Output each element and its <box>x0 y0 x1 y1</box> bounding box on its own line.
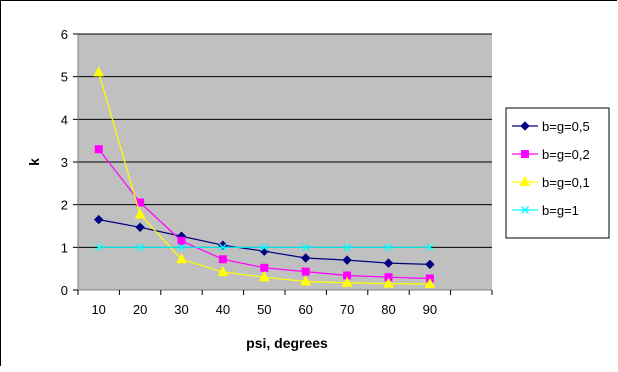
data-point-stroke <box>136 243 145 252</box>
legend: b=g=0,5 b=g=0,2 b=g=0,1 b=g=1 <box>505 107 610 239</box>
data-point <box>425 259 435 270</box>
data-point <box>177 236 186 245</box>
legend-swatch-marker-stroke <box>521 206 529 214</box>
y-tick-label: 4 <box>61 112 68 127</box>
data-point-stroke <box>343 243 352 252</box>
x-tick-label: 90 <box>423 302 437 317</box>
data-point <box>93 214 104 225</box>
data-point <box>258 271 270 282</box>
data-point <box>300 253 311 263</box>
axes: 0 1 2 3 4 5 6 10 20 30 40 50 60 70 80 90 psi, degrees k <box>26 27 493 351</box>
data-point-stroke <box>384 243 393 252</box>
data-point <box>341 276 353 287</box>
data-point <box>177 243 186 252</box>
data-point <box>135 222 145 232</box>
data-point-stroke <box>260 243 269 252</box>
legend-item: b=g=0,5 <box>512 119 590 134</box>
data-point-stroke <box>425 243 434 252</box>
legend-swatch-marker <box>520 121 530 131</box>
data-point <box>217 266 229 277</box>
data-point <box>94 145 103 154</box>
x-tick-label: 60 <box>298 302 312 317</box>
legend-label: b=g=0,2 <box>542 147 590 162</box>
x-tick-label: 30 <box>174 302 188 317</box>
data-point <box>342 255 352 265</box>
data-point-stroke <box>177 243 186 252</box>
x-tick-label: 40 <box>216 302 230 317</box>
data-point <box>93 66 105 77</box>
x-tick-label: 70 <box>340 302 354 317</box>
x-tick-label: 20 <box>133 302 147 317</box>
data-point <box>383 258 394 268</box>
series-group <box>93 66 436 289</box>
x-tick-label: 80 <box>381 302 395 317</box>
x-tick-label: 50 <box>257 302 271 317</box>
y-tick-label: 2 <box>61 198 68 213</box>
data-point-stroke <box>218 243 227 252</box>
y-tick-label: 0 <box>61 283 68 298</box>
legend-swatch-marker <box>521 150 529 158</box>
data-point <box>383 277 394 288</box>
y-tick-label: 6 <box>61 27 68 42</box>
series-2 <box>93 66 436 289</box>
y-tick-label: 3 <box>61 155 68 170</box>
data-point <box>424 277 436 289</box>
legend-item: b=g=0,2 <box>512 147 590 162</box>
legend-label: b=g=0,1 <box>542 175 590 190</box>
data-point <box>218 243 227 252</box>
data-point <box>343 243 352 252</box>
data-point <box>301 267 310 276</box>
data-point <box>301 243 310 252</box>
data-point <box>260 263 269 272</box>
y-axis-title: k <box>26 158 42 166</box>
legend-label: b=g=0,5 <box>542 119 590 134</box>
data-point <box>134 208 146 219</box>
x-tick-label: 10 <box>91 302 105 317</box>
data-point-stroke <box>94 243 103 252</box>
y-tick-label: 1 <box>61 240 68 255</box>
series-3 <box>94 243 434 252</box>
data-point-stroke <box>301 243 310 252</box>
data-point <box>94 243 103 252</box>
data-point <box>300 275 312 286</box>
data-point <box>425 243 434 252</box>
data-point <box>260 243 269 252</box>
plot-area <box>78 33 492 290</box>
legend-label: b=g=1 <box>542 203 579 218</box>
legend-item: b=g=1 <box>512 203 579 218</box>
legend-item: b=g=0,1 <box>512 175 590 190</box>
y-tick-label: 5 <box>61 70 68 85</box>
x-axis-title: psi, degrees <box>246 335 328 351</box>
data-point <box>176 253 187 264</box>
legend-box <box>505 107 610 239</box>
data-point <box>218 255 227 264</box>
legend-swatch-marker <box>521 206 529 214</box>
data-point <box>136 243 145 252</box>
legend-swatch-marker <box>519 175 531 186</box>
data-point <box>384 243 393 252</box>
